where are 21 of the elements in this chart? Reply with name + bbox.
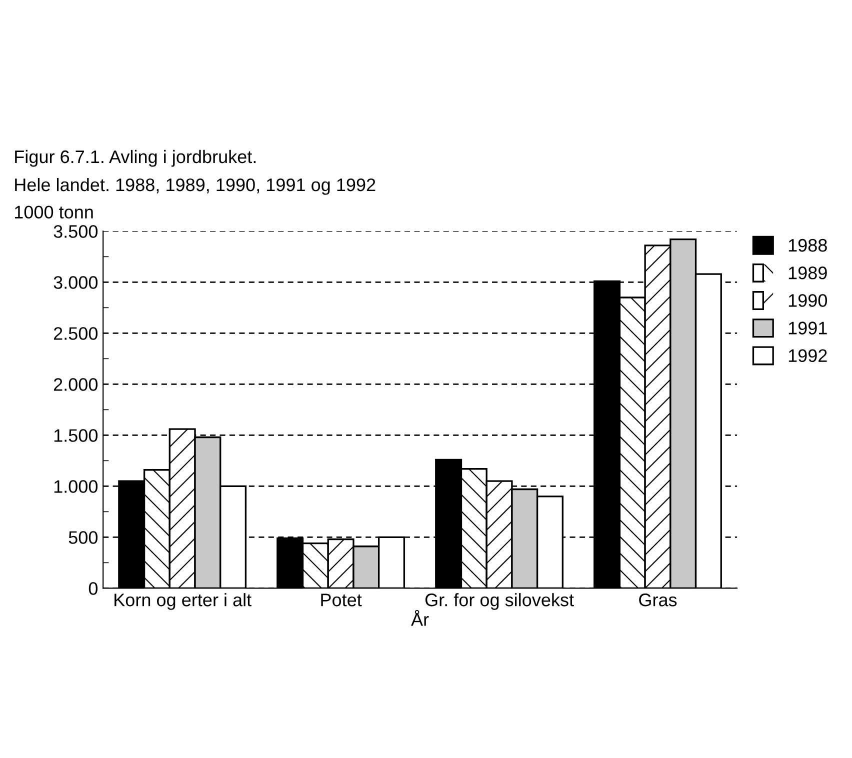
legend-label: 1992 bbox=[788, 349, 827, 362]
legend-label: 1990 bbox=[788, 294, 827, 307]
x-tick-label: Gras bbox=[639, 594, 677, 606]
x-axis-title: År bbox=[411, 610, 429, 626]
legend-label: 1988 bbox=[788, 238, 827, 252]
y-tick-label: 1.000 bbox=[54, 480, 98, 493]
y-tick-label: 1.500 bbox=[54, 429, 98, 442]
x-tick-label: Potet bbox=[321, 594, 362, 606]
y-tick-label: 2.500 bbox=[54, 327, 98, 340]
chart-subtitle: Hele landet. 1988, 1989, 1990, 1991 og 1992 bbox=[15, 178, 376, 195]
y-tick-label: 2.000 bbox=[54, 378, 98, 391]
y-tick-label: 3.500 bbox=[54, 225, 98, 238]
y-tick-label: 500 bbox=[68, 531, 98, 544]
y-tick-label: 0 bbox=[88, 582, 98, 595]
legend-label: 1989 bbox=[788, 266, 827, 280]
y-tick-label: 3.000 bbox=[54, 276, 98, 289]
y-axis-title: 1000 tonn bbox=[15, 206, 93, 219]
x-tick-label: Gr. for og silovekst bbox=[425, 593, 574, 610]
legend-label: 1991 bbox=[788, 322, 827, 334]
x-tick-label: Korn og erter i alt bbox=[114, 593, 252, 610]
chart-title: Figur 6.7.1. Avling i jordbruket. bbox=[15, 150, 256, 167]
